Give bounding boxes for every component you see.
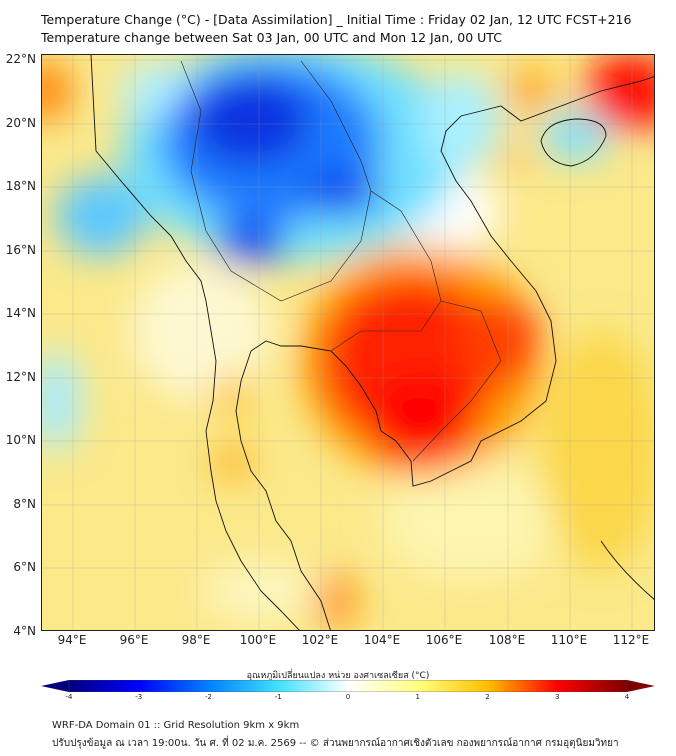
colorbar-tick-label: 2 <box>485 693 490 701</box>
lat-label: 22°N <box>5 52 36 66</box>
lon-label: 98°E <box>181 633 211 647</box>
lat-label: 16°N <box>5 243 36 257</box>
lat-label: 18°N <box>5 179 36 193</box>
lon-label: 100°E <box>239 633 277 647</box>
chart-subtitle: Temperature change between Sat 03 Jan, 0… <box>41 30 502 45</box>
footer-update-info: ปรับปรุงข้อมูล ณ เวลา 19:00น. วัน ศ. ที่… <box>52 738 619 749</box>
lon-label: 104°E <box>363 633 401 647</box>
colorbar-gradient <box>68 680 628 692</box>
country-borders <box>180 60 502 462</box>
colorbar-title: อุณหภูมิเปลี่ยนแปลง หน่วย องศาเซลเซียส (… <box>246 671 430 681</box>
lat-label: 12°N <box>5 370 36 384</box>
colorbar-tick-label: 0 <box>345 693 351 701</box>
lon-label: 96°E <box>119 633 149 647</box>
colorbar-max-arrow <box>627 680 655 692</box>
coastlines <box>90 55 654 630</box>
temperature-change-map <box>41 54 655 631</box>
colorbar-tick-label: -2 <box>205 693 212 701</box>
colorbar-tick-label: -1 <box>274 693 282 701</box>
temperature-field <box>42 55 654 629</box>
colorbar-tick-label: 1 <box>415 693 420 701</box>
lon-label: 108°E <box>488 633 526 647</box>
lon-label: 102°E <box>301 633 339 647</box>
lat-label: 4°N <box>13 624 36 638</box>
lat-label: 20°N <box>5 116 36 130</box>
colorbar-tick-label: -3 <box>135 693 143 701</box>
graticule <box>42 55 654 630</box>
map-canvas <box>42 55 654 630</box>
colorbar <box>41 680 655 692</box>
lat-label: 10°N <box>5 433 36 447</box>
lat-label: 8°N <box>13 497 36 511</box>
chart-title: Temperature Change (°C) - [Data Assimila… <box>41 12 632 27</box>
lat-label: 6°N <box>13 560 36 574</box>
lon-label: 106°E <box>425 633 463 647</box>
footer-model-info: WRF-DA Domain 01 :: Grid Resolution 9km … <box>52 720 300 731</box>
lon-label: 112°E <box>612 633 650 647</box>
lon-label: 94°E <box>57 633 87 647</box>
colorbar-tick-label: -4 <box>65 693 73 701</box>
lat-label: 14°N <box>5 306 36 320</box>
colorbar-min-arrow <box>41 680 69 692</box>
lon-label: 110°E <box>550 633 588 647</box>
colorbar-tick-label: 4 <box>624 693 630 701</box>
colorbar-tick-label: 3 <box>555 693 560 701</box>
